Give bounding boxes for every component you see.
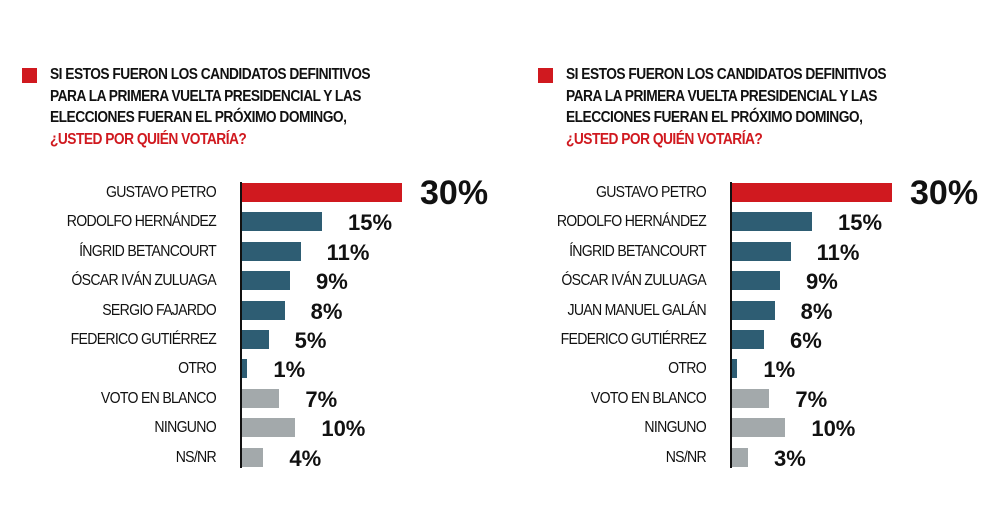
- category-label: FEDERICO GUTIÉRREZ: [70, 331, 217, 348]
- bar: [242, 447, 264, 467]
- bar: [732, 212, 812, 232]
- y-axis-line: [730, 182, 732, 468]
- title-line: SI ESTOS FUERON LOS CANDIDATOS DEFINITIV…: [50, 66, 371, 83]
- value-label: 9%: [316, 269, 348, 295]
- value-label: 11%: [326, 239, 370, 265]
- category-label: GUSTAVO PETRO: [595, 184, 707, 201]
- chart-panel-left: SI ESTOS FUERON LOS CANDIDATOS DEFINITIV…: [22, 64, 489, 471]
- value-label: 15%: [838, 210, 883, 236]
- value-label: 7%: [795, 386, 828, 412]
- value-label: 30%: [420, 174, 489, 212]
- bar: [732, 447, 748, 467]
- value-label: 9%: [806, 269, 838, 295]
- bar: [242, 300, 285, 320]
- title-line: SI ESTOS FUERON LOS CANDIDATOS DEFINITIV…: [566, 66, 887, 83]
- value-label: 1%: [763, 357, 796, 383]
- category-label: OTRO: [668, 360, 707, 378]
- category-label: VOTO EN BLANCO: [100, 389, 217, 407]
- title-question: ¿USTED POR QUIÉN VOTARÍA?: [566, 130, 763, 148]
- bar: [732, 300, 775, 320]
- category-label: VOTO EN BLANCO: [590, 389, 707, 407]
- category-label: NINGUNO: [644, 419, 706, 437]
- category-label: ÍNGRID BETANCOURT: [569, 242, 707, 260]
- bar: [242, 418, 296, 438]
- title-line: ELECCIONES FUERAN EL PRÓXIMO DOMINGO,: [50, 109, 347, 126]
- value-label: 6%: [790, 328, 822, 353]
- value-label: 10%: [321, 416, 366, 442]
- value-label: 7%: [305, 386, 338, 412]
- bar: [732, 330, 764, 349]
- value-label: 4%: [289, 445, 322, 471]
- bar: [242, 212, 322, 232]
- title-question: ¿USTED POR QUIÉN VOTARÍA?: [50, 130, 247, 148]
- value-label: 3%: [774, 445, 806, 471]
- category-label: ÍNGRID BETANCOURT: [79, 242, 217, 260]
- category-label: JUAN MANUEL GALÁN: [567, 301, 706, 319]
- category-label: NINGUNO: [154, 419, 216, 437]
- value-label: 8%: [310, 298, 343, 324]
- bar: [242, 183, 402, 202]
- value-label: 15%: [348, 210, 393, 236]
- value-label: 10%: [811, 416, 856, 442]
- title-marker-icon: [22, 68, 37, 83]
- category-label: SERGIO FAJARDO: [102, 301, 216, 319]
- title-line: PARA LA PRIMERA VUELTA PRESIDENCIAL Y LA…: [566, 87, 877, 105]
- bar: [242, 241, 301, 261]
- bar: [732, 241, 791, 261]
- bar: [242, 359, 248, 379]
- category-label: NS/NR: [665, 448, 707, 466]
- bar: [732, 271, 780, 291]
- chart-title: SI ESTOS FUERON LOS CANDIDATOS DEFINITIV…: [566, 64, 927, 150]
- category-label: RODOLFO HERNÁNDEZ: [66, 213, 217, 231]
- value-label: 11%: [816, 239, 860, 265]
- category-label: NS/NR: [175, 448, 217, 466]
- category-label: GUSTAVO PETRO: [105, 184, 217, 201]
- bar: [732, 183, 892, 202]
- bar: [732, 418, 786, 438]
- bar: [242, 388, 280, 408]
- category-label: FEDERICO GUTIÉRREZ: [560, 331, 707, 348]
- title-line: PARA LA PRIMERA VUELTA PRESIDENCIAL Y LA…: [50, 87, 361, 105]
- chart-panel-right: SI ESTOS FUERON LOS CANDIDATOS DEFINITIV…: [490, 0, 990, 530]
- title-line: ELECCIONES FUERAN EL PRÓXIMO DOMINGO,: [566, 109, 863, 126]
- chart-title: SI ESTOS FUERON LOS CANDIDATOS DEFINITIV…: [50, 64, 411, 150]
- bar: [242, 271, 290, 291]
- category-label: OTRO: [178, 360, 217, 378]
- category-label: ÓSCAR IVÁN ZULUAGA: [71, 272, 216, 290]
- title-marker-icon: [538, 68, 553, 83]
- y-axis-line: [240, 182, 242, 468]
- bar: [242, 330, 269, 349]
- value-label: 5%: [294, 328, 327, 353]
- bar: [732, 359, 738, 379]
- category-label: RODOLFO HERNÁNDEZ: [556, 213, 707, 231]
- value-label: 30%: [910, 174, 979, 212]
- category-label: ÓSCAR IVÁN ZULUAGA: [561, 272, 706, 290]
- value-label: 8%: [800, 298, 833, 324]
- bar: [732, 388, 770, 408]
- value-label: 1%: [273, 357, 306, 383]
